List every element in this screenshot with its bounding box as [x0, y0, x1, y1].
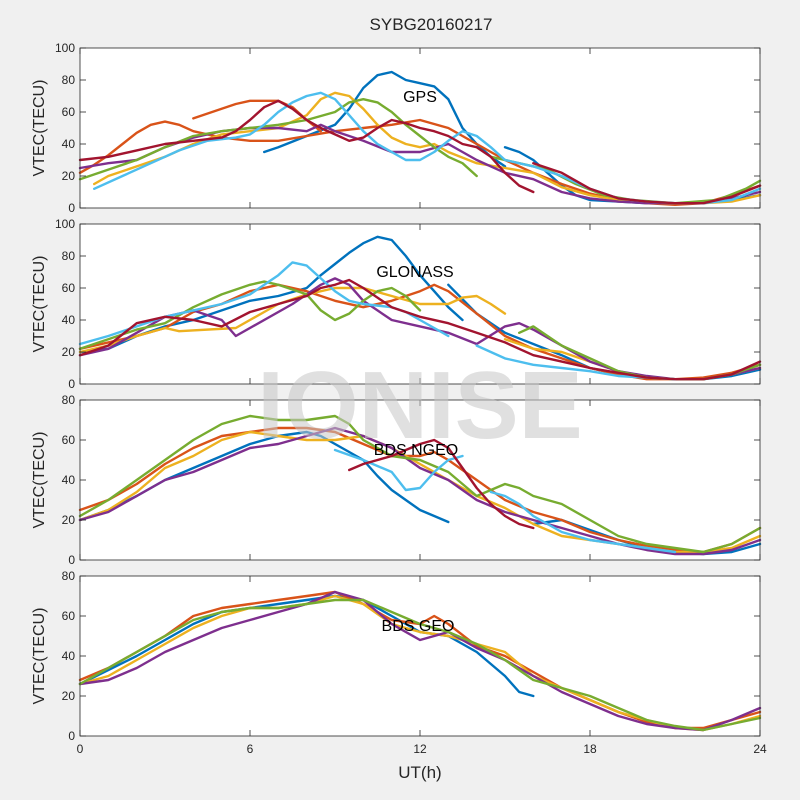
y-tick-label: 20 — [62, 689, 76, 703]
y-tick-label: 40 — [62, 137, 76, 151]
y-axis-label: VTEC(TECU) — [31, 608, 48, 705]
y-axis-label: VTEC(TECU) — [31, 80, 48, 177]
y-tick-label: 100 — [55, 217, 75, 231]
y-tick-label: 100 — [55, 41, 75, 55]
series-line-5 — [78, 598, 762, 732]
panel-annotation: BDS GEO — [382, 618, 455, 635]
x-axis-label: UT(h) — [398, 763, 441, 782]
panel-3: 0 20 40 60 80 VTEC(TECU) BDS NGEO — [31, 393, 762, 567]
y-tick-label: 80 — [62, 73, 76, 87]
series-line-3 — [78, 426, 762, 554]
y-tick-label: 20 — [62, 513, 76, 527]
series-line-4 — [78, 590, 762, 732]
y-tick-label: 80 — [62, 569, 76, 583]
y-tick-label: 20 — [62, 345, 76, 359]
y-tick-label: 20 — [62, 169, 76, 183]
y-tick-label: 0 — [68, 553, 75, 567]
x-tick-label: 24 — [753, 742, 767, 756]
panel-annotation: GLONASS — [376, 264, 453, 281]
series-line-5 — [78, 426, 762, 556]
panel-4: 0 20 40 60 80 0 6 12 18 24 VTEC(TECU) UT(h) BDS GEO — [31, 569, 767, 782]
y-tick-label: 0 — [68, 201, 75, 215]
y-tick-label: 40 — [62, 473, 76, 487]
y-tick-label: 60 — [62, 433, 76, 447]
x-tick-label: 6 — [247, 742, 254, 756]
x-tick-label: 0 — [77, 742, 84, 756]
series-line-11 — [78, 278, 762, 381]
series-line-10 — [78, 99, 535, 194]
series-line-2 — [78, 590, 762, 730]
y-axis-label: VTEC(TECU) — [31, 256, 48, 353]
x-tick-label: 12 — [413, 742, 427, 756]
plot-area — [80, 400, 760, 560]
series-line-7 — [78, 280, 422, 350]
y-tick-label: 0 — [68, 729, 75, 743]
y-tick-label: 40 — [62, 649, 76, 663]
y-tick-label: 80 — [62, 393, 76, 407]
plot-area — [80, 576, 760, 736]
panel-2: 0 20 40 60 80 100 VTEC(TECU) GLONASS — [31, 217, 762, 391]
y-axis-label: VTEC(TECU) — [31, 432, 48, 529]
y-tick-label: 60 — [62, 105, 76, 119]
y-tick-label: 0 — [68, 377, 75, 391]
series-line-5 — [93, 91, 762, 205]
series-line-9 — [348, 438, 535, 530]
y-tick-label: 80 — [62, 249, 76, 263]
y-tick-label: 60 — [62, 609, 76, 623]
series-line-4 — [78, 286, 507, 354]
panel-annotation: GPS — [403, 89, 437, 106]
series-line-8 — [489, 490, 677, 554]
watermark: IONISE — [257, 352, 582, 459]
y-tick-label: 60 — [62, 281, 76, 295]
series-line-6 — [78, 414, 762, 554]
series-line-11 — [532, 162, 762, 205]
y-tick-label: 40 — [62, 313, 76, 327]
panel-annotation: BDS NGEO — [374, 442, 458, 459]
series-line-6 — [78, 123, 762, 205]
figure-title: SYBG20160217 — [370, 15, 493, 34]
panel-1: 0 20 40 60 80 100 VTEC(TECU) GPS — [31, 41, 762, 215]
x-tick-label: 18 — [583, 742, 597, 756]
